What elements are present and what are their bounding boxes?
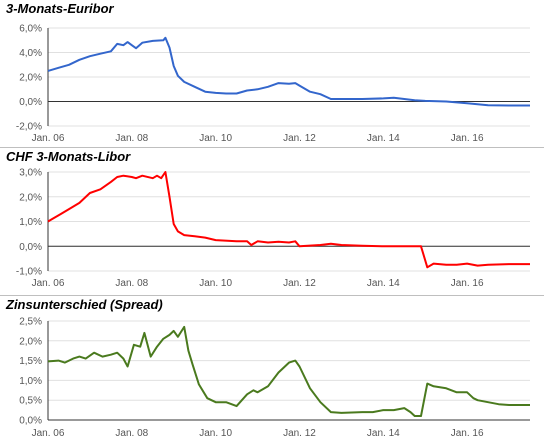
x-tick-label: Jan. 14 [367, 133, 400, 144]
y-tick-label: 0,5% [19, 396, 42, 407]
chart-title: CHF 3-Monats-Libor [6, 149, 131, 164]
euribor-chart: -2,0% 0,0% 2,0% 4,0% 6,0% Jan. 06 Jan. 08 Jan. … [16, 24, 530, 144]
x-tick-label: Jan. 06 [32, 428, 65, 439]
x-tick-label: Jan. 08 [115, 133, 148, 144]
x-tick-label: Jan. 08 [115, 428, 148, 439]
series-line [47, 171, 530, 269]
chart-panel-euribor: 3-Monats-Euribor -2,0% 0,0% 2,0% 4,0% 6,0% Ja… [0, 0, 544, 146]
chart-title: Zinsunterschied (Spread) [6, 297, 163, 312]
series-line [47, 36, 530, 107]
y-tick-label: 0,0% [19, 242, 42, 253]
x-tick-label: Jan. 16 [451, 428, 484, 439]
y-tick-label: 2,5% [19, 317, 42, 328]
spread-chart: 0,0% 0,5% 1,0% 1,5% 2,0% 2,5% Jan. 06 Jan. 08 Ja… [19, 317, 530, 439]
y-tick-label: -1,0% [16, 267, 42, 278]
x-tick-label: Jan. 06 [32, 278, 65, 289]
x-tick-label: Jan. 14 [367, 428, 400, 439]
y-tick-label: 3,0% [19, 168, 42, 179]
y-tick-label: 6,0% [19, 24, 42, 35]
y-tick-label: 2,0% [19, 73, 42, 84]
panel-divider [0, 147, 544, 148]
x-tick-label: Jan. 14 [367, 278, 400, 289]
panel-divider [0, 295, 544, 296]
x-tick-label: Jan. 08 [115, 278, 148, 289]
x-tick-label: Jan. 12 [283, 133, 316, 144]
x-tick-label: Jan. 06 [32, 133, 65, 144]
y-tick-label: 1,0% [19, 217, 42, 228]
x-tick-label: Jan. 10 [199, 133, 232, 144]
series-line [47, 325, 530, 417]
chart-panel-chf-libor: CHF 3-Monats-Libor -1,0% 0,0% 1,0% 2,0% 3,0%… [0, 148, 544, 294]
x-tick-label: Jan. 12 [283, 428, 316, 439]
y-tick-label: 4,0% [19, 48, 42, 59]
y-tick-label: 2,0% [19, 192, 42, 203]
y-tick-label: 1,5% [19, 356, 42, 367]
chf-libor-chart: -1,0% 0,0% 1,0% 2,0% 3,0% Jan. 06 Jan. 08 Jan. … [16, 168, 530, 289]
chart-panel-spread: Zinsunterschied (Spread) 0,0% 0,5% 1,0% 1,5… [0, 296, 544, 443]
x-tick-label: Jan. 12 [283, 278, 316, 289]
chart-title: 3-Monats-Euribor [6, 1, 114, 16]
y-tick-label: 1,0% [19, 376, 42, 387]
y-tick-label: 0,0% [19, 97, 42, 108]
x-tick-label: Jan. 16 [451, 133, 484, 144]
y-tick-label: 2,0% [19, 336, 42, 347]
x-tick-label: Jan. 10 [199, 278, 232, 289]
x-tick-label: Jan. 10 [199, 428, 232, 439]
y-tick-label: 0,0% [19, 416, 42, 427]
x-tick-label: Jan. 16 [451, 278, 484, 289]
y-tick-label: -2,0% [16, 122, 42, 133]
